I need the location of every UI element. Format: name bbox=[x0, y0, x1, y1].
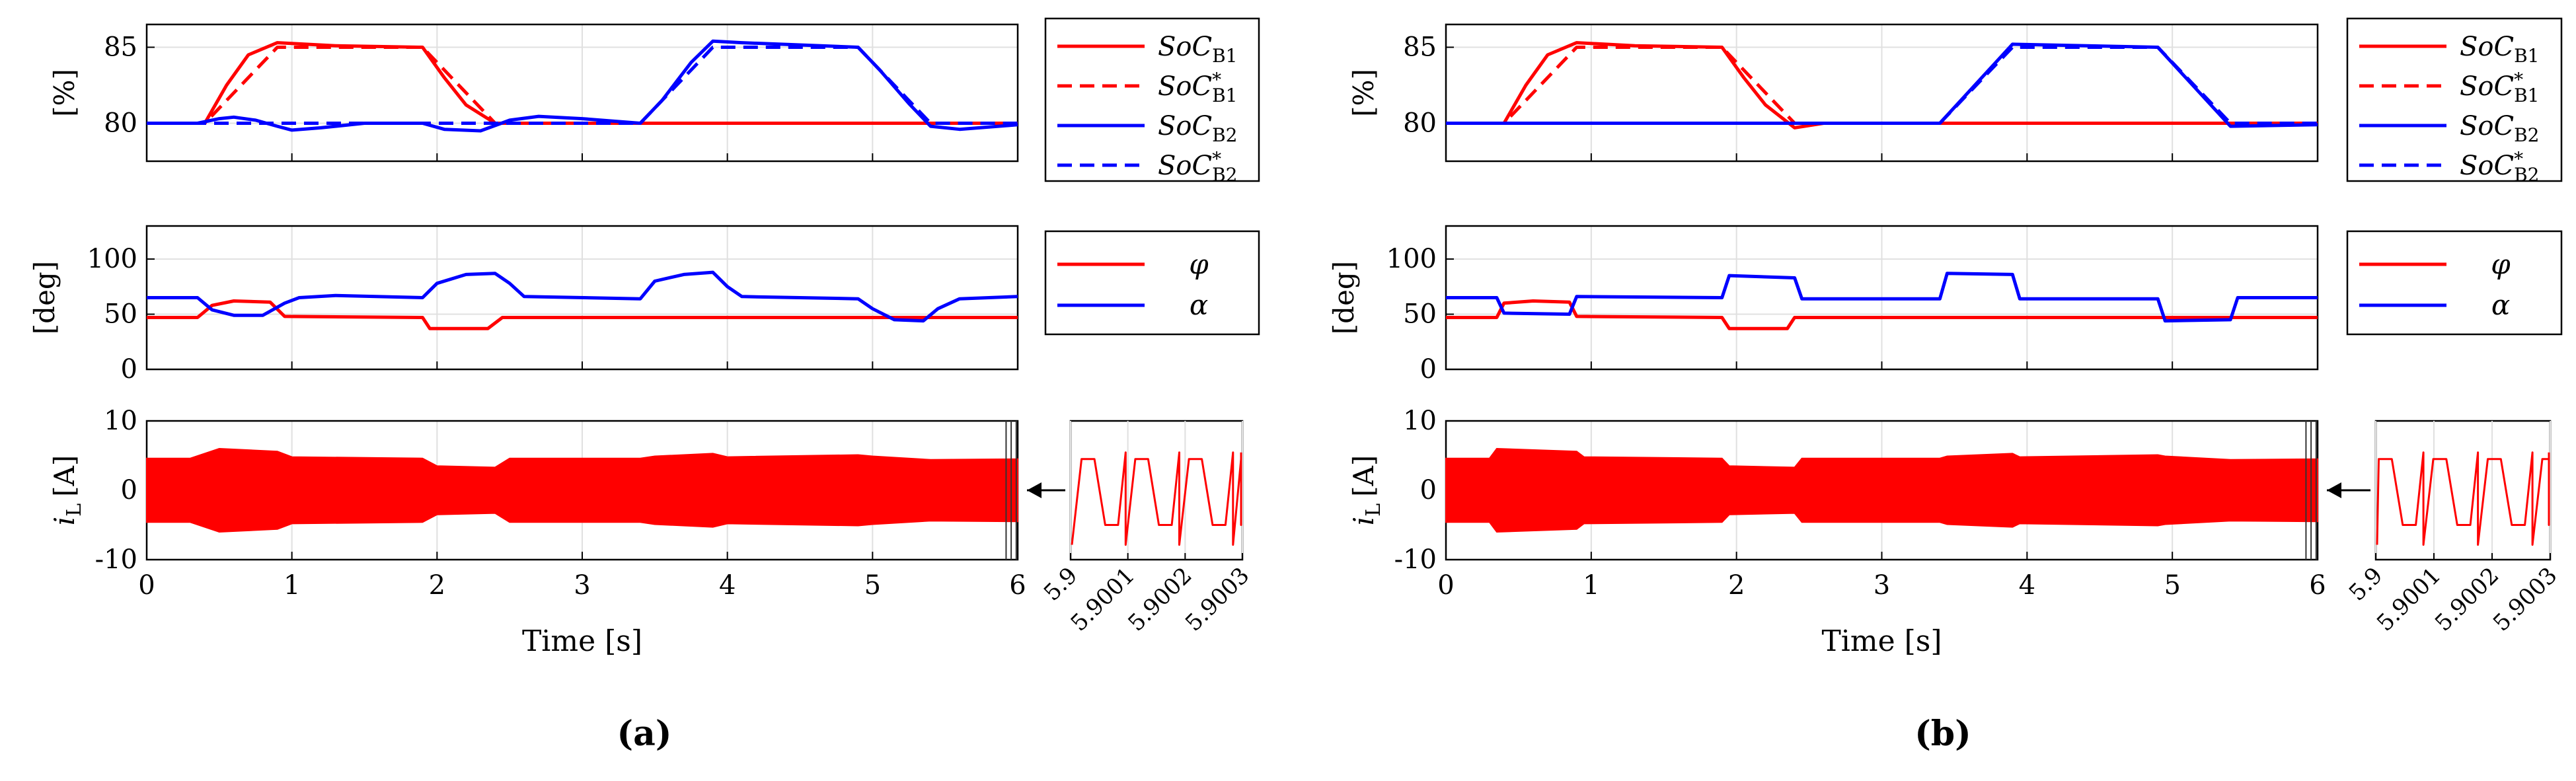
zoom-tick-label: 5.9003 bbox=[1180, 562, 1254, 636]
y-tick-label: 100 bbox=[87, 244, 137, 274]
x-tick-label: 5 bbox=[864, 570, 881, 601]
angle-series-line bbox=[147, 270, 1018, 323]
current-ylabel-text: iL[A] bbox=[1347, 455, 1385, 525]
zoom-tick-label: 5.9003 bbox=[2488, 562, 2562, 636]
angle-series-line bbox=[147, 299, 1018, 330]
legend-angle-box bbox=[1044, 230, 1260, 336]
panel-label: (b) bbox=[1914, 714, 1971, 754]
x-tick-label: 2 bbox=[429, 570, 445, 601]
current-envelope bbox=[146, 447, 1018, 533]
zoom-tick-label: 5.9001 bbox=[1066, 562, 1140, 636]
y-tick-label: 10 bbox=[1403, 406, 1437, 436]
current-envelope bbox=[1445, 447, 2318, 533]
current-ylabel: iL[A] bbox=[48, 455, 86, 525]
soc-ylabel: [%] bbox=[1347, 69, 1380, 117]
x-axis-label: Time [s] bbox=[1821, 624, 1942, 658]
soc-series-line bbox=[1446, 41, 2318, 130]
x-tick-label: 1 bbox=[1583, 570, 1599, 601]
zoom-arrow-head bbox=[1027, 482, 1042, 498]
y-tick-label: 85 bbox=[104, 32, 137, 63]
y-tick-label: 80 bbox=[104, 108, 137, 139]
x-tick-label: 2 bbox=[1728, 570, 1745, 601]
x-axis-label: Time [s] bbox=[522, 624, 642, 658]
y-tick-label: 0 bbox=[121, 354, 137, 385]
current-ylabel: iL[A] bbox=[1347, 455, 1385, 525]
soc-series-line bbox=[147, 41, 1018, 125]
x-tick-label: 6 bbox=[1009, 570, 1026, 601]
zoom-waveform bbox=[1071, 451, 1242, 546]
angle-series-line bbox=[1446, 272, 2318, 323]
zoom-inset-frame bbox=[1069, 420, 1244, 561]
soc-series-line bbox=[1446, 46, 2318, 125]
angle-ylabel: [deg] bbox=[1328, 261, 1360, 334]
y-tick-label: -10 bbox=[1394, 544, 1437, 575]
y-tick-label: 50 bbox=[104, 299, 137, 330]
y-tick-label: 80 bbox=[1403, 108, 1437, 139]
x-tick-label: 0 bbox=[1437, 570, 1454, 601]
legend-angle-label: α bbox=[2491, 289, 2510, 321]
x-tick-label: 6 bbox=[2309, 570, 2326, 601]
zoom-tick-label: 5.9001 bbox=[2372, 562, 2446, 636]
x-tick-label: 4 bbox=[719, 570, 736, 601]
x-tick-label: 3 bbox=[574, 570, 590, 601]
panel-label: (a) bbox=[617, 714, 672, 754]
soc-series-line bbox=[147, 46, 1018, 125]
zoom-tick-label: 5.9 bbox=[2344, 562, 2388, 607]
legend-angle-label: α bbox=[1190, 289, 1208, 321]
zoom-tick-label: 5.9 bbox=[1039, 562, 1083, 607]
zoom-tick-label: 5.9002 bbox=[1123, 562, 1197, 636]
legend-soc-label: SoC* B2 bbox=[2460, 148, 2539, 186]
legend-soc-label: SoCB1 bbox=[1158, 32, 1237, 67]
y-tick-label: 0 bbox=[1420, 354, 1437, 385]
legend-soc-label: SoC* B1 bbox=[1158, 69, 1237, 106]
x-tick-label: 5 bbox=[2164, 570, 2180, 601]
legend-angle-label: φ bbox=[2491, 248, 2511, 280]
legend-soc-label: SoCB1 bbox=[2460, 32, 2539, 67]
legend-angle-label: φ bbox=[1189, 248, 1209, 280]
y-tick-label: 10 bbox=[104, 406, 137, 436]
current-ylabel-text: iL[A] bbox=[48, 455, 86, 525]
legend-angle-box bbox=[2346, 230, 2563, 336]
soc-ylabel: [%] bbox=[48, 69, 81, 117]
legend-soc-label: SoC* B2 bbox=[1158, 148, 1237, 186]
x-tick-label: 0 bbox=[138, 570, 155, 601]
zoom-waveform bbox=[2376, 451, 2550, 546]
zoom-tick-label: 5.9002 bbox=[2430, 562, 2504, 636]
zoom-arrow-head bbox=[2327, 482, 2341, 498]
y-tick-label: 50 bbox=[1403, 299, 1437, 330]
y-tick-label: 0 bbox=[121, 475, 137, 505]
legend-soc-label: SoCB2 bbox=[2460, 111, 2539, 146]
y-tick-label: 85 bbox=[1403, 32, 1437, 63]
x-tick-label: 4 bbox=[2019, 570, 2035, 601]
angle-ylabel: [deg] bbox=[28, 261, 61, 334]
x-tick-label: 3 bbox=[1874, 570, 1890, 601]
legend-soc-label: SoC* B1 bbox=[2460, 69, 2539, 106]
y-tick-label: -10 bbox=[95, 544, 137, 575]
y-tick-label: 100 bbox=[1386, 244, 1437, 274]
y-tick-label: 0 bbox=[1420, 475, 1437, 505]
x-tick-label: 1 bbox=[284, 570, 300, 601]
legend-soc-label: SoCB2 bbox=[1158, 111, 1237, 146]
zoom-inset-frame bbox=[2374, 420, 2552, 561]
